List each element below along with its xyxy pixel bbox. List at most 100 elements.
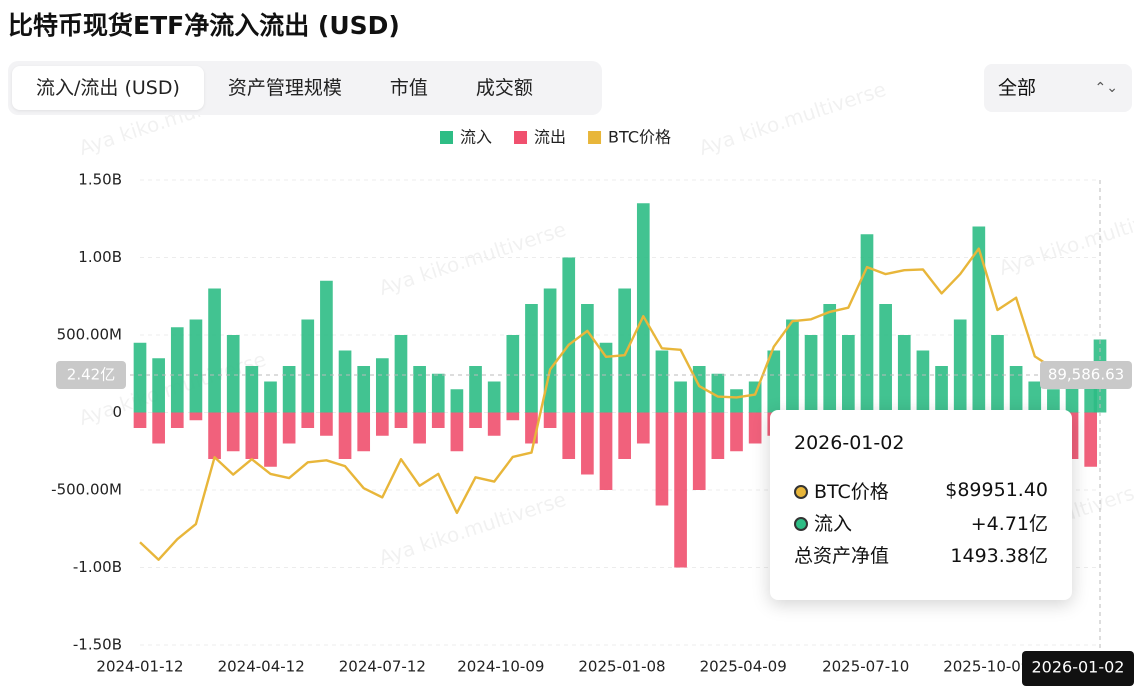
- bar: [618, 288, 631, 413]
- bar: [879, 304, 892, 413]
- x-tick-label: 2025-10-09: [943, 658, 1030, 676]
- bar: [972, 226, 986, 413]
- watermark: Aya kiko.multiverse: [376, 217, 569, 300]
- tooltip-value: 1493.38亿: [950, 544, 1048, 567]
- bar: [506, 412, 520, 421]
- bar: [133, 342, 147, 413]
- bar: [152, 412, 165, 444]
- bar: [636, 412, 650, 444]
- bar: [152, 358, 165, 413]
- bar: [599, 412, 613, 490]
- legend-label: BTC价格: [608, 128, 671, 147]
- watermark: Aya kiko.multiverse: [376, 487, 569, 570]
- bar: [189, 412, 203, 421]
- bar: [413, 412, 426, 444]
- bar: [674, 412, 687, 568]
- legend-label: 流出: [534, 128, 566, 147]
- tooltip-label-wrap: 总资产净值: [794, 541, 889, 568]
- bar: [525, 304, 538, 413]
- bar: [562, 412, 576, 459]
- bar: [375, 412, 389, 436]
- bar: [450, 389, 464, 413]
- crosshair-y-label: 2.42亿: [67, 365, 115, 383]
- y-tick-label: -1.50B: [73, 636, 122, 654]
- bar: [264, 412, 277, 467]
- y-tick-label: 1.00B: [78, 248, 122, 266]
- tooltip-value: $89951.40: [945, 479, 1048, 501]
- bar: [245, 412, 259, 459]
- x-tick-label: 2025-07-10: [822, 658, 909, 676]
- bar: [581, 412, 594, 475]
- legend-swatch: [440, 131, 453, 144]
- bar: [897, 335, 911, 413]
- bar: [543, 412, 557, 428]
- tooltip: 2026-01-02 BTC价格 $89951.40 流入 +4.71亿 总资产净值 14…: [770, 410, 1072, 600]
- bar: [394, 335, 408, 413]
- bar: [730, 389, 743, 413]
- bar: [338, 350, 352, 413]
- bar: [991, 335, 1004, 413]
- select-value: 全部: [998, 77, 1037, 99]
- tooltip-label: 总资产净值: [794, 544, 890, 567]
- bar: [170, 412, 184, 428]
- bar: [450, 412, 464, 452]
- bar: [655, 412, 669, 506]
- bar: [842, 335, 855, 413]
- tab[interactable]: 市值: [389, 77, 428, 99]
- x-tick-label: 2024-10-09: [457, 658, 544, 676]
- bar: [226, 412, 240, 452]
- bar: [338, 412, 352, 459]
- x-tick-label: 2024-07-12: [339, 658, 426, 676]
- tooltip-dot: [794, 517, 808, 531]
- bar: [860, 234, 874, 413]
- y-tick-label: -1.00B: [73, 558, 122, 576]
- bar: [1009, 366, 1023, 413]
- tab[interactable]: 成交额: [475, 77, 533, 99]
- bar: [804, 335, 818, 413]
- bar: [320, 280, 333, 413]
- bar: [916, 350, 930, 413]
- bar: [655, 350, 669, 413]
- bar: [506, 335, 520, 413]
- x-tick-label: 2024-04-12: [218, 658, 305, 676]
- tab[interactable]: 流入/流出 (USD): [12, 66, 204, 110]
- bar: [636, 203, 650, 413]
- bar: [1084, 412, 1098, 467]
- watermark: Aya kiko.multiverse: [696, 77, 889, 160]
- crosshair-x-box: [1022, 651, 1134, 686]
- bar: [730, 412, 743, 452]
- select-arrow: ⌃⌄: [1094, 80, 1118, 96]
- bar: [245, 366, 259, 413]
- bar: [599, 342, 613, 413]
- legend-swatch: [588, 131, 602, 144]
- range-select[interactable]: 全部 ⌃⌄: [984, 64, 1132, 112]
- tooltip-dot: [794, 485, 808, 499]
- crosshair-y2-box: [1040, 360, 1132, 389]
- bar: [208, 288, 221, 413]
- tooltip-label: 流入: [814, 512, 853, 535]
- bar: [375, 358, 389, 413]
- bar: [469, 366, 482, 413]
- legend-swatch: [514, 131, 528, 144]
- bar: [282, 412, 296, 444]
- bar: [674, 381, 687, 413]
- bar: [170, 327, 184, 413]
- bar: [431, 412, 445, 428]
- bar: [953, 319, 967, 413]
- x-tick-label: 2025-01-08: [578, 658, 665, 676]
- bar: [692, 412, 706, 490]
- bar: [618, 412, 631, 459]
- legend-label: 流入: [460, 128, 492, 147]
- bar: [1047, 389, 1060, 413]
- bar: [301, 412, 315, 428]
- tab-bar: 流入/流出 (USD) 资产管理规模 市值 成交额: [8, 61, 602, 115]
- bar: [767, 350, 781, 413]
- bar: [786, 319, 799, 413]
- y-tick-label: -500.00M: [51, 481, 122, 499]
- tab[interactable]: 资产管理规模: [227, 77, 342, 99]
- bar: [208, 412, 221, 459]
- bar: [581, 304, 594, 413]
- bar: [487, 381, 501, 413]
